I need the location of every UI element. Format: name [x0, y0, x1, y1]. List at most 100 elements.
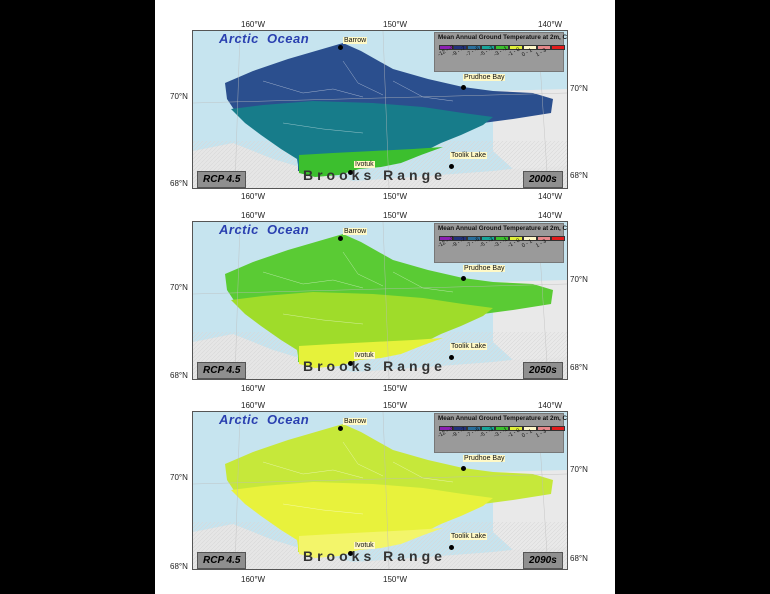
legend-swatch — [453, 236, 467, 241]
legend: Mean Annual Ground Temperature at 2m, C … — [434, 413, 568, 453]
legend-swatch — [551, 236, 565, 241]
ivotuk-marker — [348, 170, 353, 175]
lat-label-68n-right: 68°N — [570, 363, 588, 372]
lon-label-160w: 160°W — [241, 401, 266, 410]
legend-swatch — [481, 426, 495, 431]
lat-label-70n-right: 70°N — [570, 465, 588, 474]
barrow-marker — [338, 45, 343, 50]
scenario-badge: RCP 4.5 — [197, 362, 247, 379]
lat-label-70n-left: 70°N — [170, 92, 188, 101]
temperature-map — [193, 222, 567, 379]
legend-swatch — [537, 426, 551, 431]
lon-label-160w-bottom: 160°W — [241, 384, 266, 393]
legend-swatch — [481, 236, 495, 241]
ivotuk-marker — [348, 361, 353, 366]
barrow-label: Barrow — [343, 228, 368, 235]
prudhoe-bay-label: Prudhoe Bay — [463, 455, 506, 462]
lon-label-160w: 160°W — [241, 211, 266, 220]
legend-swatch — [467, 236, 481, 241]
legend: Mean Annual Ground Temperature at 2m, C … — [434, 32, 568, 72]
legend-swatch — [537, 236, 551, 241]
brooks-range-label: Brooks Range — [303, 358, 446, 374]
barrow-label: Barrow — [343, 418, 368, 425]
map-frame: Arctic Ocean Mean Annual Ground Temperat… — [192, 221, 568, 380]
lon-label-140w: 140°W — [538, 211, 563, 220]
lat-label-70n-left: 70°N — [170, 283, 188, 292]
foothills-region — [231, 101, 493, 175]
barrow-marker — [338, 426, 343, 431]
lon-label-150w: 150°W — [383, 401, 408, 410]
legend-title: Mean Annual Ground Temperature at 2m, C — [438, 415, 568, 422]
ocean-label: Arctic Ocean — [219, 31, 310, 46]
map-frame: Arctic Ocean Mean Annual Ground Temperat… — [192, 411, 568, 570]
legend-swatch — [453, 426, 467, 431]
brooks-range-label: Brooks Range — [303, 167, 446, 183]
lat-label-68n-left: 68°N — [170, 562, 188, 571]
ivotuk-label: Ivotuk — [354, 542, 375, 549]
legend-swatch — [551, 45, 565, 50]
ivotuk-marker — [348, 551, 353, 556]
lon-label-150w: 150°W — [383, 20, 408, 29]
lon-label-140w: 140°W — [538, 401, 563, 410]
legend-swatch — [551, 426, 565, 431]
ivotuk-label: Ivotuk — [354, 161, 375, 168]
lon-label-150w-bottom: 150°W — [383, 192, 408, 201]
toolik-lake-label: Toolik Lake — [450, 152, 488, 159]
lon-label-140w: 140°W — [538, 20, 563, 29]
foothills-region — [231, 292, 493, 366]
legend-swatch — [523, 426, 537, 431]
legend-swatch — [439, 426, 453, 431]
lon-label-140w-bottom: 140°W — [538, 192, 563, 201]
toolik-lake-marker — [449, 545, 454, 550]
lat-label-70n-right: 70°N — [570, 84, 588, 93]
legend-swatch — [495, 426, 509, 431]
lat-label-70n-left: 70°N — [170, 473, 188, 482]
decade-badge: 2050s — [523, 362, 563, 379]
prudhoe-bay-label: Prudhoe Bay — [463, 74, 506, 81]
toolik-lake-label: Toolik Lake — [450, 343, 488, 350]
lat-label-68n-left: 68°N — [170, 179, 188, 188]
prudhoe-bay-marker — [461, 466, 466, 471]
barrow-label: Barrow — [343, 37, 368, 44]
lon-label-150w-bottom: 150°W — [383, 384, 408, 393]
prudhoe-bay-label: Prudhoe Bay — [463, 265, 506, 272]
barrow-marker — [338, 236, 343, 241]
lon-label-150w-bottom: 150°W — [383, 575, 408, 584]
prudhoe-bay-marker — [461, 276, 466, 281]
ivotuk-label: Ivotuk — [354, 352, 375, 359]
legend-title: Mean Annual Ground Temperature at 2m, C — [438, 34, 568, 41]
lat-label-70n-right: 70°N — [570, 275, 588, 284]
legend-swatch — [509, 45, 523, 50]
map-frame: Arctic Ocean Mean Annual Ground Temperat… — [192, 30, 568, 189]
lon-label-150w: 150°W — [383, 211, 408, 220]
legend-swatch — [439, 236, 453, 241]
decade-badge: 2000s — [523, 171, 563, 188]
legend-swatch — [467, 426, 481, 431]
scenario-badge: RCP 4.5 — [197, 552, 247, 569]
legend-swatch — [495, 45, 509, 50]
ocean-label: Arctic Ocean — [219, 412, 310, 427]
legend-swatch — [495, 236, 509, 241]
legend-swatch — [537, 45, 551, 50]
foothills-region — [231, 482, 493, 556]
ocean-label: Arctic Ocean — [219, 222, 310, 237]
toolik-lake-label: Toolik Lake — [450, 533, 488, 540]
brooks-range-label: Brooks Range — [303, 548, 446, 564]
legend-swatch — [509, 426, 523, 431]
legend-swatch — [439, 45, 453, 50]
lat-label-68n-left: 68°N — [170, 371, 188, 380]
legend: Mean Annual Ground Temperature at 2m, C … — [434, 223, 568, 263]
prudhoe-bay-marker — [461, 85, 466, 90]
lon-label-160w-bottom: 160°W — [241, 575, 266, 584]
lat-label-68n-right: 68°N — [570, 554, 588, 563]
legend-swatch — [453, 45, 467, 50]
figure-sheet: 160°W 150°W 140°W 70°N 70°N 68°N 68°N 16… — [155, 0, 615, 594]
legend-title: Mean Annual Ground Temperature at 2m, C — [438, 225, 568, 232]
legend-swatch — [523, 236, 537, 241]
legend-swatch — [481, 45, 495, 50]
lat-label-68n-right: 68°N — [570, 171, 588, 180]
legend-swatch — [509, 236, 523, 241]
legend-swatch — [523, 45, 537, 50]
legend-swatch — [467, 45, 481, 50]
lon-label-160w-bottom: 160°W — [241, 192, 266, 201]
